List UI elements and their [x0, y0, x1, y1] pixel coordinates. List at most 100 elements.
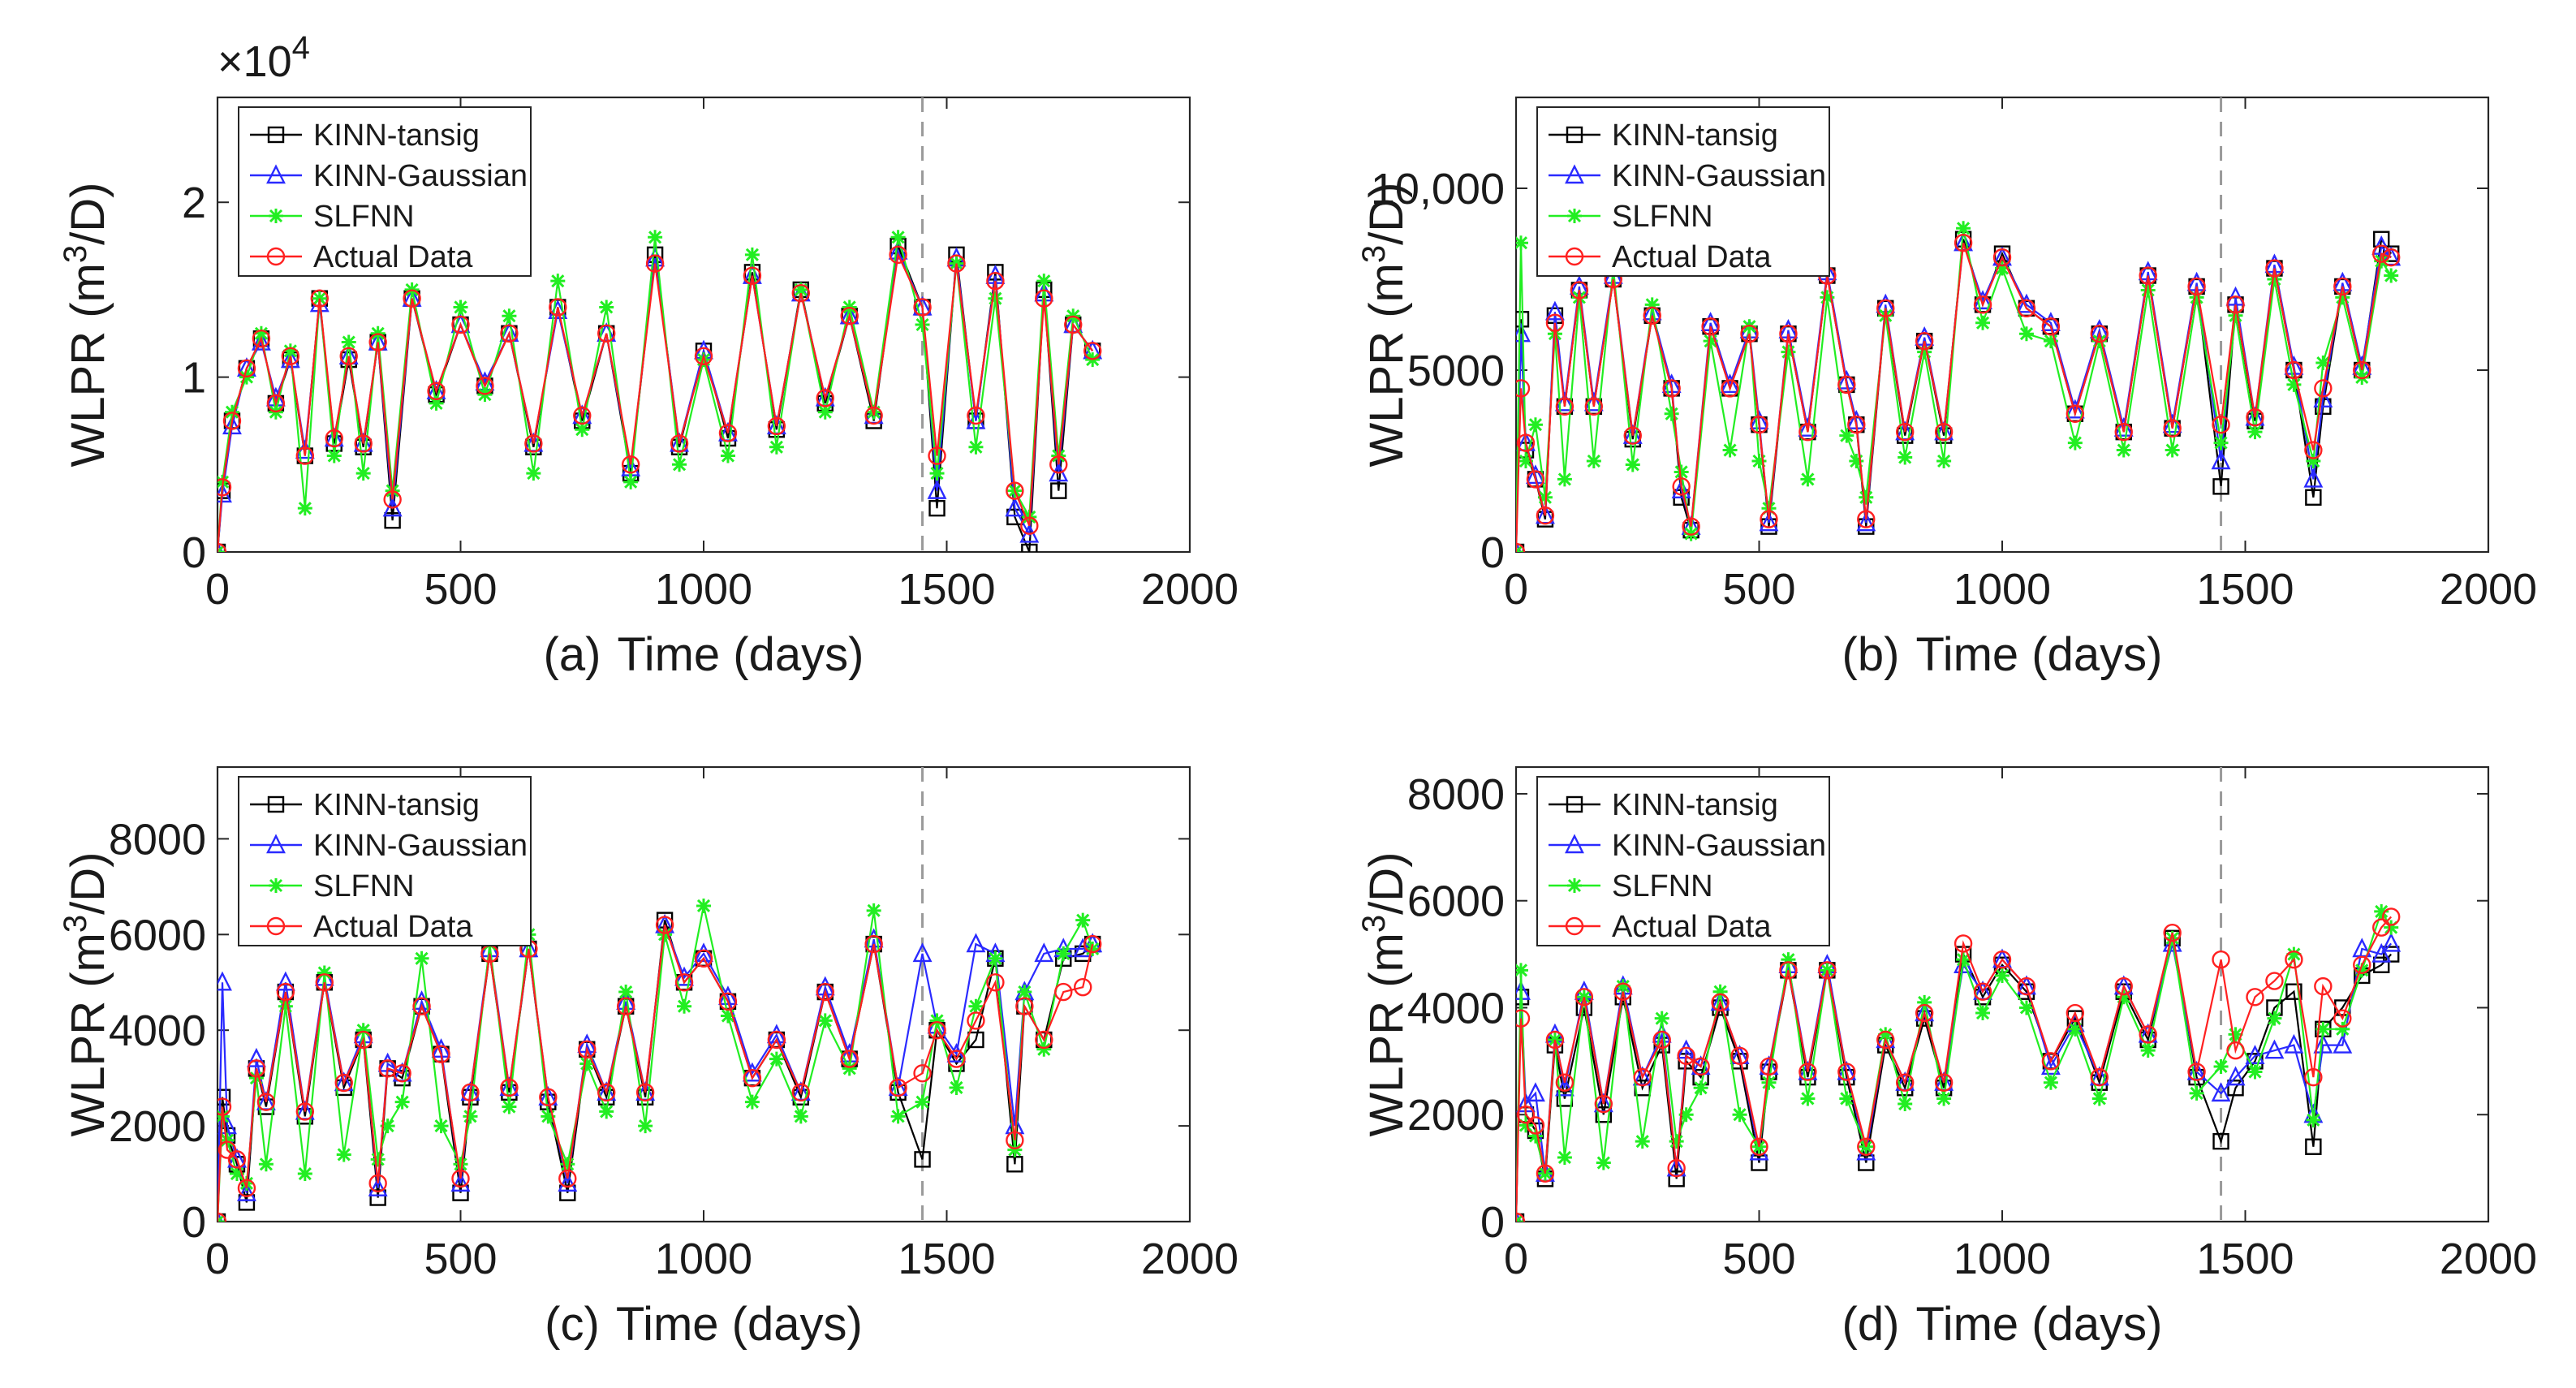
series-1-point — [1526, 1082, 1545, 1102]
series-3-point — [864, 406, 883, 425]
series-0-point — [559, 1184, 576, 1201]
y-tick-label: 1 — [182, 354, 206, 403]
series-3-point — [967, 406, 985, 425]
series-3-point — [2163, 924, 2182, 942]
legend-marker — [1567, 878, 1582, 893]
legend-label: KINN-tansig — [313, 119, 480, 153]
series-line-2 — [1516, 909, 2393, 1222]
series-group — [1516, 903, 2402, 1222]
series-3-point — [573, 406, 592, 425]
series-3-point — [2304, 441, 2323, 459]
series-2-point — [1800, 472, 1816, 487]
x-tick-label: 500 — [1722, 565, 1795, 614]
legend-label: SLFNN — [313, 200, 415, 234]
series-2-point — [229, 1166, 244, 1182]
series-2-point — [842, 1061, 857, 1076]
y-axis-label: WLPR (m3/D) — [1356, 183, 1413, 468]
series-1-point — [1544, 300, 1565, 321]
y-tick-label: 6000 — [109, 911, 206, 959]
series-2-point — [433, 1119, 449, 1134]
panel-2: 0 500 1000 1500 2000 0 2000 4000 6000 8000 KINN-ta… — [58, 765, 1238, 1351]
series-2-point — [2067, 1021, 2083, 1037]
series-1-point — [2303, 468, 2324, 488]
series-1-point — [694, 942, 713, 963]
series-2-point — [2189, 1085, 2204, 1101]
series-2-point — [1664, 406, 1679, 421]
series-2-point — [1518, 1118, 1533, 1133]
y-axis-label: WLPR (m3/D) — [1356, 852, 1413, 1137]
x-tick-label: 1000 — [655, 565, 752, 614]
series-line-3 — [1516, 242, 2392, 552]
series-3-point — [1662, 379, 1681, 398]
series-3-point — [432, 1045, 450, 1063]
series-2-point — [1898, 1097, 1913, 1112]
series-3-point — [1915, 1003, 1934, 1023]
series-3-point — [655, 916, 674, 934]
series-3-point — [616, 997, 635, 1015]
series-0-point — [928, 499, 946, 517]
series-2-point — [2354, 963, 2370, 978]
series-3-point — [2066, 1003, 2085, 1023]
series-3-point — [218, 478, 232, 497]
series-3-point — [1672, 477, 1691, 496]
series-3-point — [237, 1179, 256, 1197]
series-2-point — [2247, 425, 2263, 440]
series-3-point — [549, 298, 567, 317]
series-0-point — [1050, 482, 1067, 499]
series-3-point — [2212, 950, 2230, 969]
series-3-point — [451, 1169, 470, 1188]
series-3-point — [2304, 1067, 2323, 1087]
series-3-point — [368, 333, 387, 351]
series-3-point — [281, 347, 300, 365]
series-3-point — [247, 1059, 266, 1078]
series-3-point — [295, 1102, 315, 1121]
legend-marker — [266, 247, 286, 266]
series-3-point — [1006, 1131, 1024, 1149]
legend-label: KINN-Gaussian — [1612, 159, 1826, 193]
y-tick-label: 10,000 — [1371, 165, 1505, 213]
series-2-point — [1678, 1107, 1694, 1123]
series-3-point — [889, 1078, 907, 1097]
series-2-point — [1674, 464, 1689, 480]
series-3-point — [913, 298, 932, 317]
series-3-point — [1536, 506, 1555, 525]
x-axis-label: (a) Time (days) — [544, 628, 864, 681]
series-1-point — [1759, 511, 1779, 532]
series-line-3 — [218, 252, 1094, 552]
series-2-point — [696, 352, 711, 368]
series-2-point — [2228, 308, 2243, 323]
series-2-point — [1036, 1041, 1052, 1057]
x-tick-label: 2000 — [1141, 1235, 1238, 1283]
series-3-point — [2226, 1041, 2245, 1060]
series-2-point — [1557, 1149, 1572, 1165]
series-0-point — [1668, 1170, 1685, 1188]
series-3-point — [427, 381, 446, 401]
series-2-point — [915, 1094, 930, 1110]
y-tick-label: 4000 — [1407, 984, 1505, 1032]
series-1-point — [1671, 479, 1691, 499]
series-1-point — [558, 1172, 578, 1192]
y-axis-label: WLPR (m3/D) — [58, 852, 114, 1137]
series-3-point — [310, 289, 329, 308]
x-tick-label: 0 — [205, 1235, 230, 1283]
series-2-point — [720, 448, 735, 463]
series-2-point — [817, 1013, 833, 1028]
series-3-point — [597, 1083, 616, 1102]
series-3-point — [1555, 1073, 1574, 1092]
series-2-point — [744, 247, 760, 262]
series-3-point — [1516, 379, 1531, 398]
legend-marker — [267, 126, 285, 144]
series-2-point — [1518, 454, 1533, 468]
series-3-point — [227, 1150, 247, 1169]
y-tick-label: 4000 — [109, 1007, 206, 1055]
series-2-point — [2306, 1112, 2321, 1127]
series-0-point — [384, 512, 401, 529]
series-2-point — [1722, 442, 1738, 458]
series-3-point — [1857, 1137, 1876, 1156]
legend-marker — [266, 916, 286, 936]
series-1-point — [966, 933, 986, 953]
series-2-point — [2335, 1021, 2350, 1037]
legend-label: Actual Data — [313, 240, 473, 274]
series-0-point — [2285, 983, 2302, 1000]
